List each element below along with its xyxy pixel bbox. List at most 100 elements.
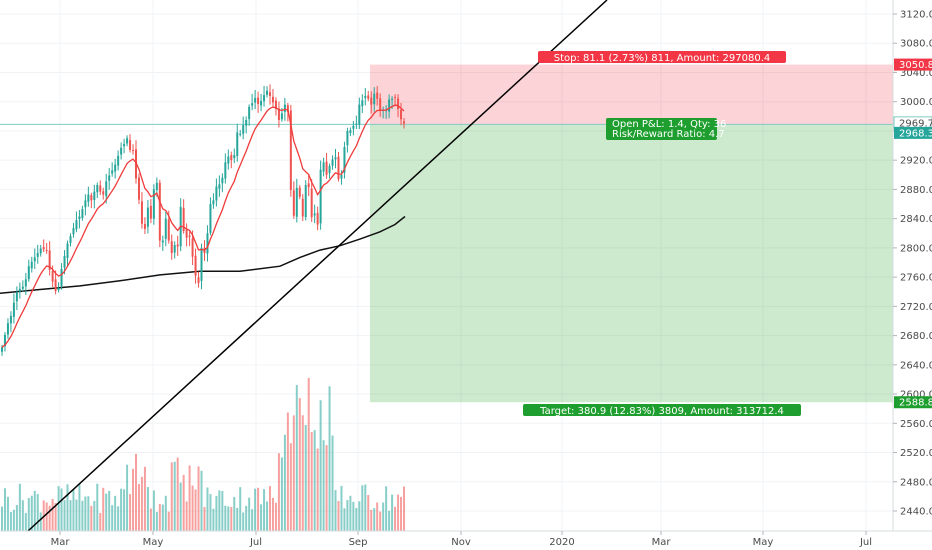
candle-body bbox=[388, 99, 391, 112]
volume-bar bbox=[382, 502, 385, 531]
price-tick-label: 2480.0 bbox=[900, 477, 932, 488]
volume-bar bbox=[132, 468, 135, 531]
candle-body bbox=[295, 187, 298, 217]
position-zones[interactable] bbox=[0, 64, 893, 403]
candle-body bbox=[158, 182, 161, 241]
candle-body bbox=[114, 164, 117, 172]
volume-bar bbox=[334, 490, 337, 531]
volume-bar bbox=[12, 509, 15, 531]
candle-body bbox=[194, 255, 197, 276]
volume-bar bbox=[182, 474, 185, 531]
trendline[interactable] bbox=[27, 0, 608, 532]
candle-body bbox=[400, 109, 403, 120]
moving-average-200 bbox=[0, 215, 406, 294]
volume-bar bbox=[54, 503, 57, 531]
time-tick-label: May bbox=[143, 537, 164, 548]
volume-bar bbox=[143, 466, 146, 531]
volume-bar bbox=[218, 490, 221, 531]
candle-body bbox=[370, 97, 373, 105]
volume-bar bbox=[206, 487, 209, 531]
volume-bar bbox=[179, 482, 182, 531]
candle-body bbox=[334, 157, 337, 160]
volume-bar bbox=[328, 386, 331, 531]
candle-body bbox=[96, 185, 99, 193]
candle-body bbox=[367, 95, 370, 99]
volume-bar bbox=[340, 485, 343, 531]
volume-bar bbox=[331, 435, 334, 531]
price-tick-label: 2760.0 bbox=[900, 273, 932, 284]
volume-bar bbox=[129, 494, 132, 531]
candle-body bbox=[173, 244, 176, 253]
stop-label: Stop: 81.1 (2.73%) 811, Amount: 297080.4 bbox=[538, 51, 786, 64]
candle-body bbox=[111, 170, 114, 174]
volume-bar bbox=[105, 493, 108, 531]
price-tick-label: 2600.0 bbox=[900, 390, 932, 401]
price-tick-label: 2520.0 bbox=[900, 448, 932, 459]
target-zone[interactable] bbox=[370, 124, 893, 403]
candle-body bbox=[269, 92, 271, 96]
candle-body bbox=[149, 205, 152, 219]
time-tick-label: Sep bbox=[349, 537, 368, 548]
candle-body bbox=[81, 209, 84, 218]
target-label-text: Target: 380.9 (12.83%) 3809, Amount: 313… bbox=[539, 406, 784, 417]
time-tick-label: Jul bbox=[249, 537, 262, 548]
time-tick-label: Jul bbox=[859, 537, 872, 548]
candle-body bbox=[239, 133, 242, 135]
candle-body bbox=[307, 183, 310, 188]
volume-bar bbox=[283, 434, 286, 531]
volume-bar bbox=[69, 500, 72, 531]
candle-body bbox=[188, 235, 191, 237]
volume-bar bbox=[87, 496, 90, 531]
volume-bar bbox=[379, 511, 382, 531]
stop-zone[interactable] bbox=[370, 64, 893, 125]
candle-body bbox=[271, 96, 274, 103]
candle-body bbox=[403, 121, 405, 124]
candle-body bbox=[316, 212, 319, 225]
ema-line bbox=[1, 104, 405, 348]
candle-body bbox=[15, 292, 18, 302]
volume-bar bbox=[137, 484, 140, 531]
volume-bar bbox=[90, 505, 93, 531]
sma-200-line bbox=[0, 215, 406, 294]
candle-body bbox=[230, 155, 233, 161]
volume-bar bbox=[248, 497, 251, 531]
candle-body bbox=[379, 98, 382, 110]
candle-body bbox=[352, 125, 355, 129]
candle-body bbox=[289, 110, 292, 191]
stop-price-badge-bg bbox=[894, 58, 932, 71]
volume-bar bbox=[158, 503, 161, 531]
volume-bar bbox=[81, 500, 84, 531]
candle-body bbox=[251, 103, 254, 106]
last-price-badge: 2969.7 bbox=[899, 118, 932, 129]
target-label-bg bbox=[523, 404, 801, 416]
price-tick-label: 2800.0 bbox=[900, 243, 932, 254]
candle-body bbox=[39, 248, 42, 254]
candle-body bbox=[245, 119, 248, 126]
volume-bar bbox=[346, 500, 349, 531]
volume-bar bbox=[33, 490, 36, 531]
candle-body bbox=[1, 347, 3, 352]
volume-bar bbox=[209, 494, 212, 531]
volume-bar bbox=[200, 470, 203, 531]
volume-bar bbox=[1, 506, 3, 531]
candle-body bbox=[277, 108, 280, 120]
volume-bar bbox=[388, 510, 391, 531]
volume-bar bbox=[212, 508, 215, 531]
time-tick-label: Nov bbox=[451, 537, 471, 548]
volume-bar bbox=[63, 500, 66, 531]
volume-bar bbox=[280, 457, 283, 531]
price-tick-label: 2680.0 bbox=[900, 331, 932, 342]
target-label: Target: 380.9 (12.83%) 3809, Amount: 313… bbox=[523, 404, 801, 417]
candle-body bbox=[36, 252, 39, 257]
volume-bar bbox=[9, 511, 12, 531]
candle-body bbox=[93, 191, 96, 201]
candle-body bbox=[48, 250, 51, 270]
volume-bar bbox=[36, 494, 39, 531]
candle-body bbox=[78, 216, 81, 219]
volume-bar bbox=[361, 485, 364, 531]
trendline-line[interactable] bbox=[27, 0, 608, 532]
time-tick-label: 2020 bbox=[549, 537, 574, 548]
candle-body bbox=[146, 207, 149, 227]
volume-bar bbox=[155, 511, 158, 531]
